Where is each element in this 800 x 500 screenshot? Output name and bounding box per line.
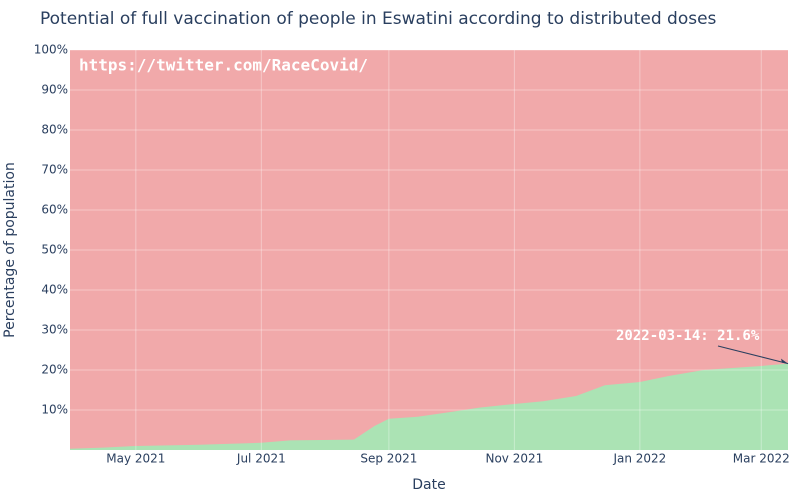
y-axis-label: Percentage of population <box>2 162 18 338</box>
x-tick-label: May 2021 <box>106 452 165 466</box>
y-tick-label: 100% <box>34 43 68 57</box>
chart-title: Potential of full vaccination of people … <box>40 9 717 29</box>
x-tick-label: Nov 2021 <box>485 452 543 466</box>
x-tick-label: Sep 2021 <box>360 452 417 466</box>
y-tick-label: 20% <box>41 363 68 377</box>
y-tick-label: 50% <box>41 243 68 257</box>
annotation-arrow <box>717 345 789 365</box>
x-tick-label: Jan 2022 <box>612 452 666 466</box>
watermark: https://twitter.com/RaceCovid/ <box>79 56 368 75</box>
arrow-head <box>781 358 788 364</box>
y-tick-label: 80% <box>41 123 68 137</box>
y-tick-label: 10% <box>41 403 68 417</box>
y-tick-label: 70% <box>41 163 68 177</box>
y-tick-label: 30% <box>41 323 68 337</box>
x-axis-label: Date <box>412 477 445 493</box>
y-tick-label: 60% <box>41 203 68 217</box>
vaccinated-area <box>70 363 788 450</box>
x-tick-label: Jul 2021 <box>236 452 286 466</box>
annotation: 2022-03-14: 21.6% <box>616 328 760 344</box>
y-tick-label: 90% <box>41 83 68 97</box>
y-tick-label: 40% <box>41 283 68 297</box>
x-tick-label: Mar 2022 <box>733 452 790 466</box>
